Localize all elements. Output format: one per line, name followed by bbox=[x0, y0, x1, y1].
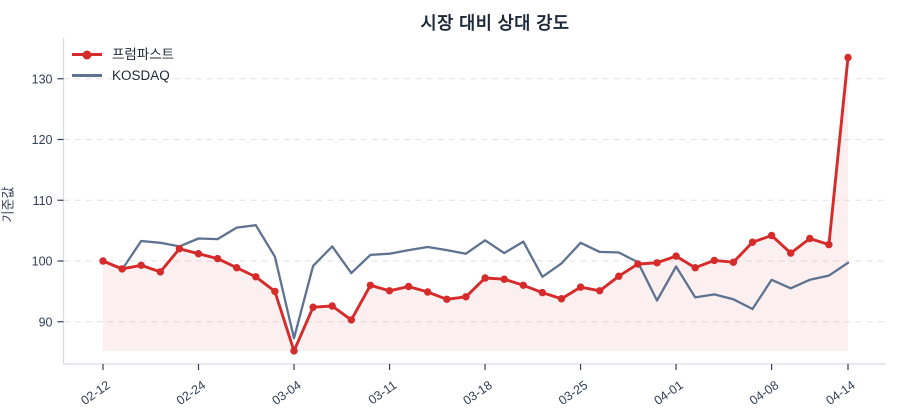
series1-point bbox=[806, 234, 814, 243]
series1-point bbox=[443, 295, 451, 303]
series1-point bbox=[290, 347, 298, 355]
series1-point bbox=[729, 258, 738, 266]
x-tick-label: 02-12 bbox=[78, 378, 112, 408]
y-tick-label: 100 bbox=[32, 255, 53, 269]
x-tick-label: 03-04 bbox=[270, 378, 304, 408]
series1-marker-icon bbox=[82, 50, 92, 60]
series1-point bbox=[385, 287, 394, 295]
series2-line bbox=[101, 224, 850, 340]
series1-point bbox=[424, 288, 432, 296]
legend-label-series1: 프럼파스트 bbox=[112, 47, 175, 62]
series1-point bbox=[175, 245, 184, 253]
series1-point bbox=[787, 249, 795, 257]
series1-point bbox=[194, 250, 203, 258]
y-tick-label: 130 bbox=[32, 72, 53, 86]
series1-point bbox=[156, 268, 164, 276]
series1-point bbox=[366, 281, 375, 289]
series2-line-swatch-icon bbox=[72, 73, 102, 77]
legend-item-series2[interactable]: KOSDAQ bbox=[72, 67, 174, 83]
legend-label-series2: KOSDAQ bbox=[112, 67, 170, 83]
series1-point bbox=[557, 295, 566, 303]
x-tick-label: 03-25 bbox=[556, 378, 590, 408]
series1-point bbox=[691, 264, 699, 272]
series1-point bbox=[309, 303, 317, 311]
series1-point bbox=[328, 302, 336, 310]
series1-point bbox=[710, 256, 718, 265]
series1-line bbox=[101, 56, 850, 353]
x-tick-label: 04-14 bbox=[823, 378, 857, 408]
series1-point bbox=[634, 260, 642, 268]
x-tick-label: 04-08 bbox=[747, 378, 781, 408]
series1-point bbox=[519, 281, 527, 289]
series1-point bbox=[538, 288, 547, 297]
series1-point bbox=[500, 275, 508, 283]
series1-point bbox=[844, 53, 852, 62]
legend: 프럼파스트 KOSDAQ bbox=[72, 48, 174, 82]
series1-point bbox=[271, 287, 279, 296]
series1-line-swatch-icon bbox=[72, 50, 102, 60]
y-axis-label: 기준값 bbox=[0, 186, 16, 223]
series1-point bbox=[99, 257, 107, 265]
x-tick-label: 04-01 bbox=[652, 378, 686, 408]
y-tick-label: 90 bbox=[39, 315, 53, 329]
series1-point bbox=[233, 264, 241, 272]
series1-point bbox=[825, 240, 833, 249]
series1-point bbox=[347, 316, 355, 324]
series1-point bbox=[404, 282, 413, 291]
series1-point bbox=[252, 273, 260, 281]
series1-point bbox=[118, 265, 126, 273]
x-tick-label: 03-11 bbox=[366, 378, 399, 407]
x-tick-label: 03-18 bbox=[461, 378, 495, 408]
x-tick-label: 02-24 bbox=[174, 378, 208, 408]
series1-point bbox=[767, 231, 776, 240]
series1-area-fill bbox=[103, 57, 848, 351]
series1-point bbox=[672, 252, 680, 260]
series1-point bbox=[462, 293, 470, 301]
chart-title: 시장 대비 상대 강도 bbox=[420, 13, 570, 33]
series1-point bbox=[481, 274, 489, 282]
series1-point bbox=[748, 238, 757, 246]
series1-point bbox=[653, 259, 661, 267]
series1-point bbox=[576, 283, 585, 291]
series1-point bbox=[615, 272, 623, 280]
series1-point bbox=[213, 254, 222, 263]
y-tick-label: 110 bbox=[33, 194, 53, 208]
y-tick-label: 120 bbox=[32, 133, 53, 147]
legend-item-series1[interactable]: 프럼파스트 bbox=[72, 48, 174, 62]
series1-point bbox=[596, 287, 604, 295]
series1-point bbox=[137, 261, 145, 269]
